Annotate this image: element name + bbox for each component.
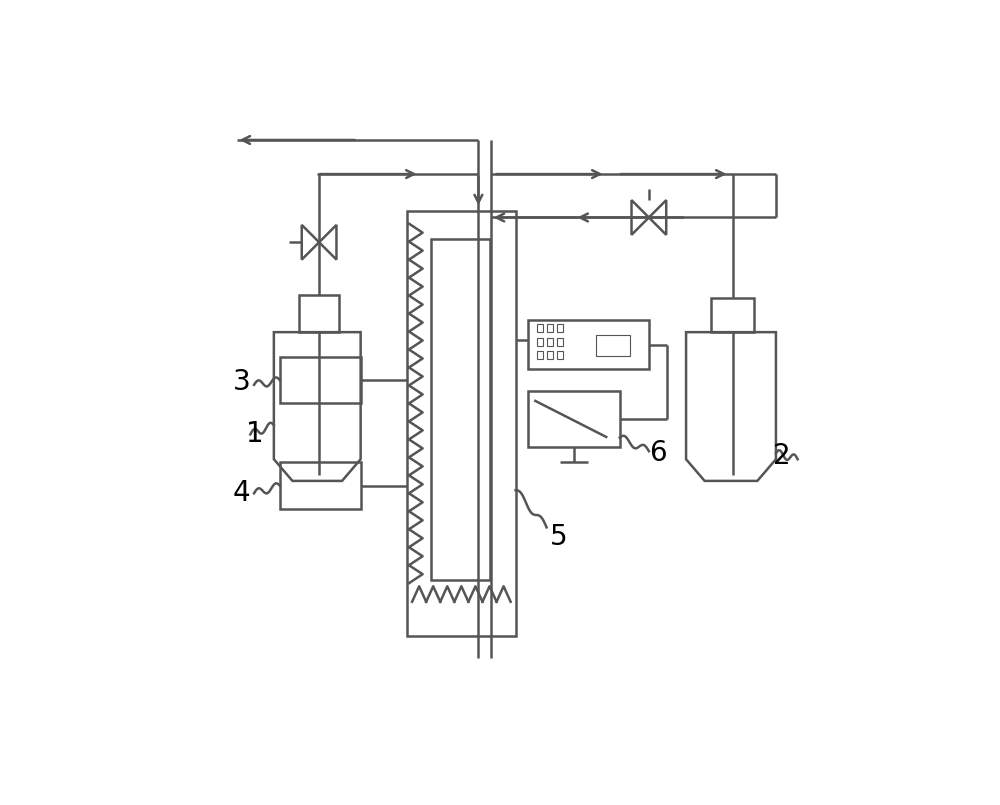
Bar	[537, 351, 543, 359]
Bar	[528, 391, 620, 447]
Bar	[537, 338, 543, 346]
Bar	[547, 338, 553, 346]
Text: 2: 2	[773, 442, 791, 470]
Bar	[547, 351, 553, 359]
Bar	[557, 324, 563, 332]
Bar	[299, 295, 339, 332]
Text: 4: 4	[233, 479, 250, 507]
Bar	[596, 335, 630, 356]
Polygon shape	[632, 200, 666, 235]
Bar	[431, 239, 490, 580]
Text: 6: 6	[649, 439, 667, 467]
Bar	[537, 324, 543, 332]
Text: 1: 1	[246, 420, 264, 448]
Polygon shape	[302, 225, 336, 260]
Bar	[557, 351, 563, 359]
Bar	[557, 338, 563, 346]
Bar	[547, 324, 553, 332]
Bar	[280, 462, 361, 509]
Bar	[528, 320, 649, 369]
Text: 3: 3	[233, 368, 251, 396]
Bar	[407, 211, 516, 636]
Text: 5: 5	[550, 522, 568, 551]
Bar	[280, 357, 361, 403]
Bar	[711, 298, 754, 332]
